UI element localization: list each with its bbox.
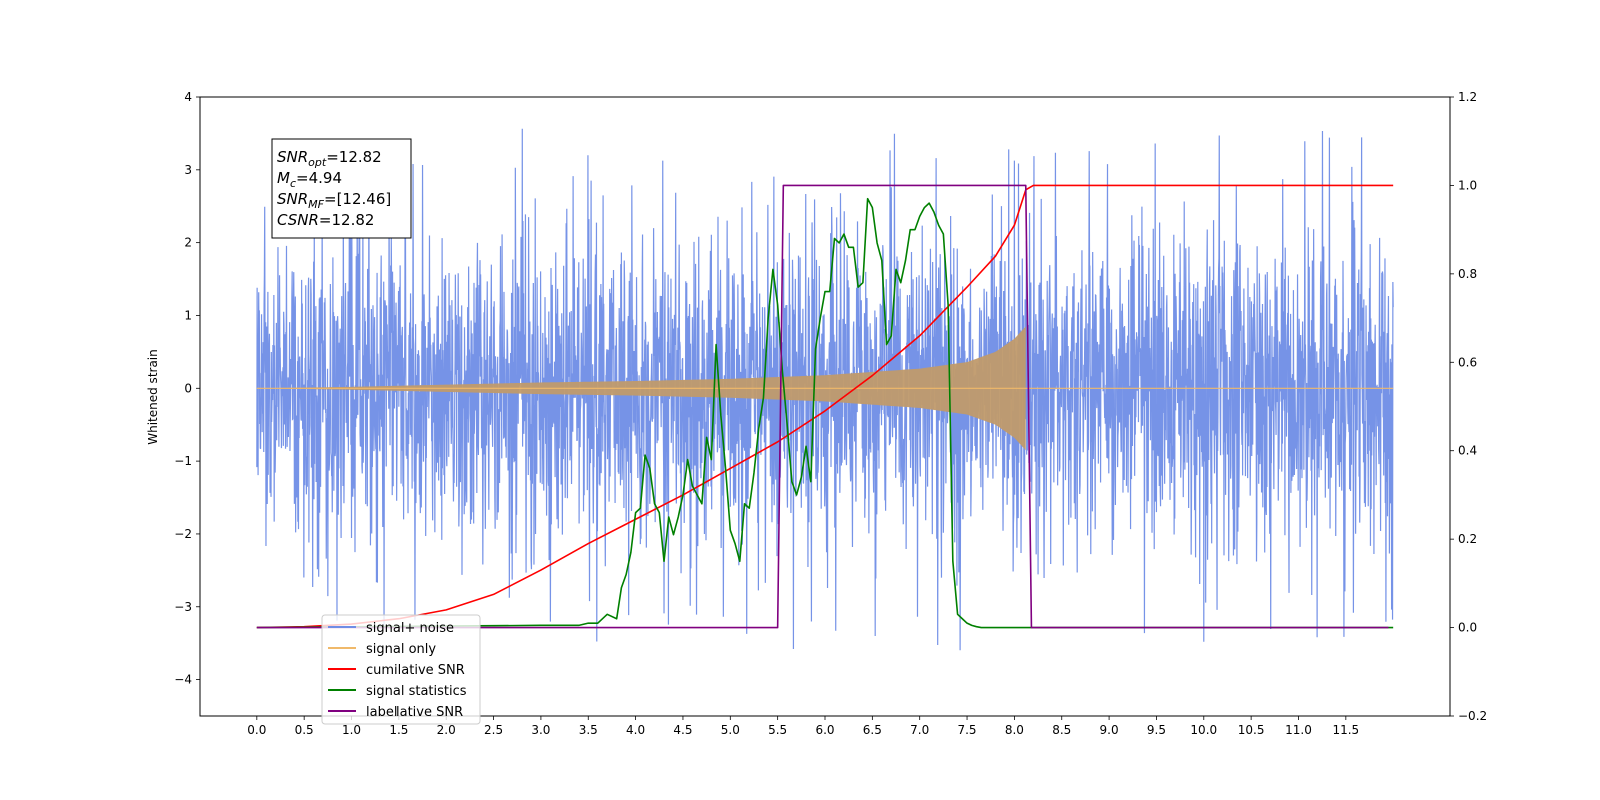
x-tick-label: 1.0 bbox=[342, 723, 361, 737]
x-tick-label: 2.0 bbox=[437, 723, 456, 737]
info-box: SNRopt=12.82Mc=4.94SNRMF=[12.46]CSNR=12.… bbox=[271, 138, 412, 239]
axes: 0.0 0.5 1.0 1.5 2.0 2.5 3.0 3.5 4.0 4.5 5.0 5.5 6.0 6… bbox=[174, 90, 1487, 737]
series-label bbox=[256, 184, 1389, 629]
x-tick-label: 3.5 bbox=[579, 723, 598, 737]
x-tick-label: 11.0 bbox=[1285, 723, 1312, 737]
x-tick-label: 3.0 bbox=[531, 723, 550, 737]
x-tick-label: 10.5 bbox=[1238, 723, 1265, 737]
x-tick-label: 6.0 bbox=[815, 723, 834, 737]
y-axis-label: Whitened strain bbox=[146, 349, 160, 445]
x-tick-label: 9.5 bbox=[1147, 723, 1166, 737]
info-line: CSNR=12.82 bbox=[277, 211, 374, 229]
x-tick-label: 0.5 bbox=[295, 723, 314, 737]
x-tick-label: 4.0 bbox=[626, 723, 645, 737]
y-tick-label-left: 2 bbox=[184, 236, 192, 250]
legend-label-signal-noise: signal+ noise bbox=[366, 621, 454, 636]
series-signal-noise bbox=[256, 128, 1394, 651]
plot-area bbox=[256, 128, 1394, 651]
y-tick-label-left: 1 bbox=[184, 308, 192, 322]
x-tick-label: 9.0 bbox=[1100, 723, 1119, 737]
y-tick-label-right: 1.2 bbox=[1458, 90, 1477, 104]
y-tick-label-left: 3 bbox=[184, 163, 192, 177]
legend-frame bbox=[321, 614, 481, 725]
y-tick-label-left: −2 bbox=[174, 527, 192, 541]
y-tick-label-left: −3 bbox=[174, 600, 192, 614]
y-tick-label-left: 4 bbox=[184, 90, 192, 104]
x-tick-label: 5.0 bbox=[721, 723, 740, 737]
legend-ghost-text: lative SNR bbox=[396, 705, 463, 720]
y-tick-label-right: 0.6 bbox=[1458, 355, 1477, 369]
info-box-frame bbox=[271, 138, 412, 239]
legend-label-signal-only: signal only bbox=[366, 642, 436, 657]
y-tick-label-right: 0.2 bbox=[1458, 532, 1477, 546]
y-tick-label-left: −1 bbox=[174, 454, 192, 468]
x-tick-label: 8.0 bbox=[1005, 723, 1024, 737]
legend-label-cumilative-snr: cumilative SNR bbox=[366, 663, 465, 678]
series-signal-statistics bbox=[256, 197, 1394, 629]
x-tick-label: 10.0 bbox=[1190, 723, 1217, 737]
x-tick-label: 8.5 bbox=[1052, 723, 1071, 737]
y-tick-label-left: −4 bbox=[174, 673, 192, 687]
info-line: Mc=4.94 bbox=[277, 169, 342, 190]
y-tick-label-right: 0.0 bbox=[1458, 621, 1477, 635]
info-line: SNRMF=[12.46] bbox=[277, 190, 391, 211]
x-tick-label: 4.5 bbox=[673, 723, 692, 737]
x-tick-label: 11.5 bbox=[1332, 723, 1359, 737]
legend-label-signal-statistics: signal statistics bbox=[366, 684, 467, 699]
x-tick-label: 0.0 bbox=[247, 723, 266, 737]
x-tick-label: 5.5 bbox=[768, 723, 787, 737]
x-tick-label: 2.5 bbox=[484, 723, 503, 737]
y-tick-label-right: 0.8 bbox=[1458, 267, 1477, 281]
y-tick-label-right: 1.0 bbox=[1458, 178, 1477, 192]
y-tick-label-right: −0.2 bbox=[1458, 709, 1487, 723]
legend-label-label: label bbox=[366, 705, 397, 720]
x-tick-label: 6.5 bbox=[863, 723, 882, 737]
x-tick-label: 7.0 bbox=[910, 723, 929, 737]
info-line: SNRopt=12.82 bbox=[277, 148, 382, 169]
y-tick-label-left: 0 bbox=[184, 381, 192, 395]
x-tick-label: 7.5 bbox=[957, 723, 976, 737]
y-tick-label-right: 0.4 bbox=[1458, 444, 1477, 458]
legend: signal+ noise signal only cumilative SNR si… bbox=[321, 614, 481, 725]
x-tick-label: 1.5 bbox=[389, 723, 408, 737]
